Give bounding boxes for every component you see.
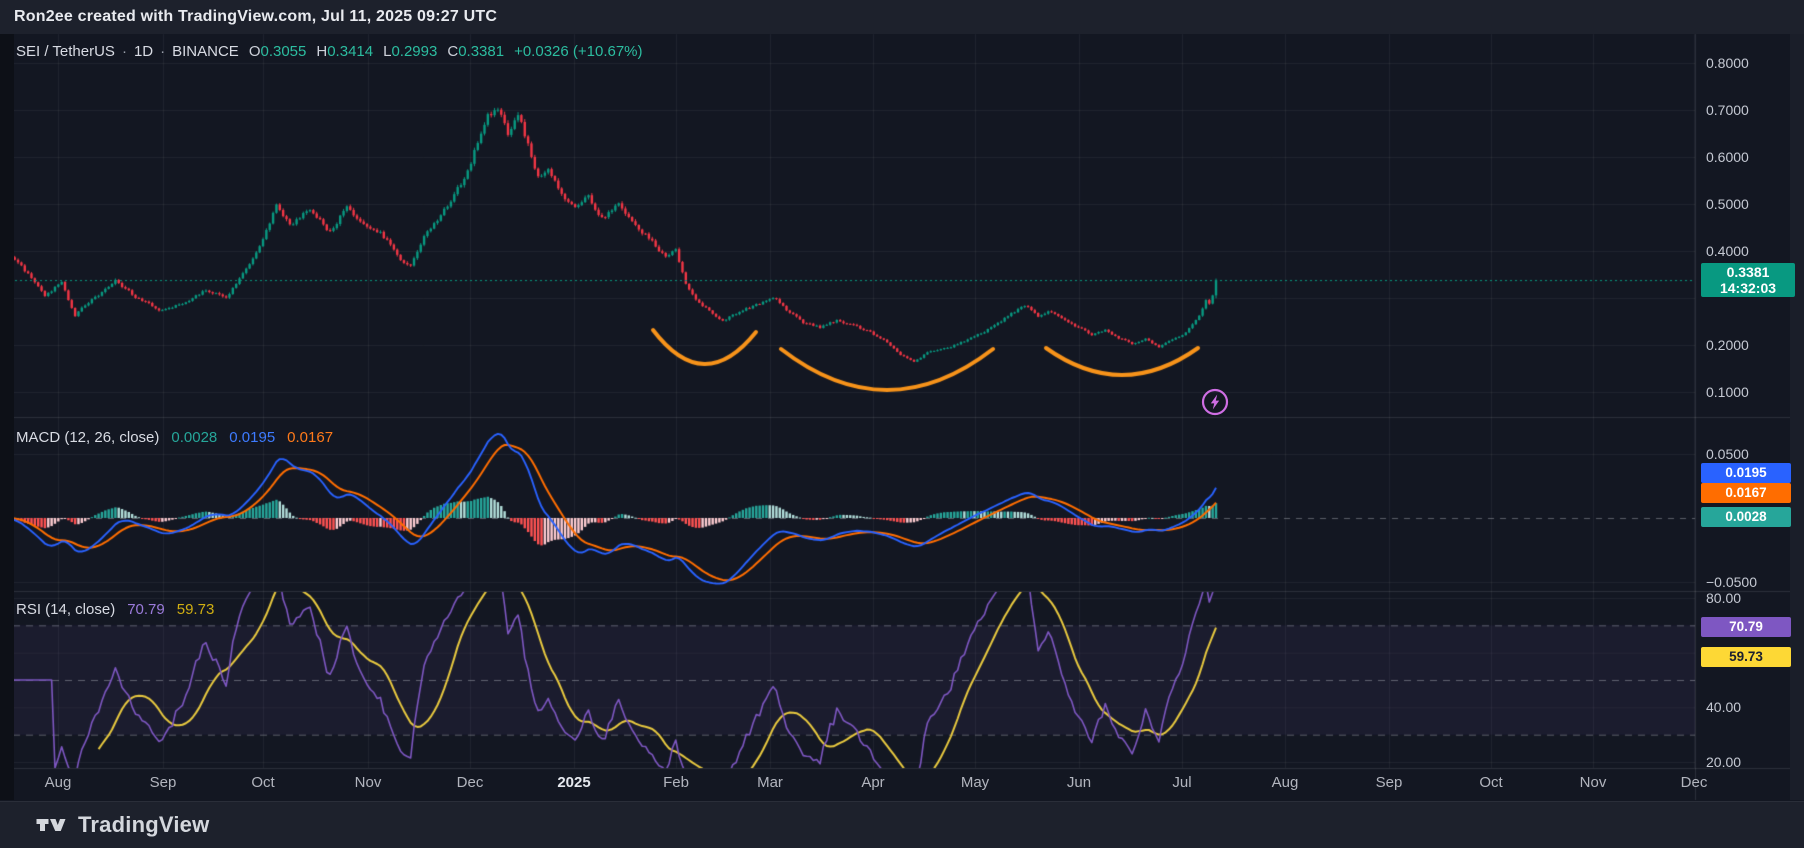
tradingview-brand[interactable]: TradingView — [78, 812, 210, 837]
page-title: Ron2ee created with TradingView.com, Jul… — [14, 8, 498, 25]
indicator-badge: 0.0167 — [1701, 483, 1791, 503]
macd-legend[interactable]: MACD (12, 26, close) 0.0028 0.0195 0.016… — [16, 429, 333, 446]
time-axis-label: Oct — [1479, 774, 1503, 791]
indicator-badge: 70.79 — [1701, 617, 1791, 637]
tradingview-logo-icon[interactable] — [36, 812, 66, 838]
time-axis-label: Aug — [44, 774, 72, 791]
macd-title: MACD (12, 26, close) — [16, 429, 160, 446]
macd-signal-value: 0.0167 — [287, 429, 334, 446]
exchange-label: BINANCE — [172, 43, 239, 60]
time-axis-label: Dec — [1680, 774, 1708, 791]
price-axis-label: 0.7000 — [1706, 102, 1749, 118]
lightning-marker-icon[interactable] — [1200, 387, 1230, 417]
time-axis-label: Sep — [149, 774, 177, 791]
left-margin-strip — [0, 34, 14, 800]
bar-countdown: 14:32:03 — [1719, 280, 1777, 297]
indicator-badge: 59.73 — [1701, 647, 1791, 667]
close-label: C — [447, 43, 459, 60]
time-axis-label: Jun — [1066, 774, 1092, 791]
high-value: 0.3414 — [327, 43, 374, 60]
legend-separator: · — [121, 43, 127, 60]
time-axis-label: Apr — [861, 774, 885, 791]
open-value: 0.3055 — [260, 43, 307, 60]
symbol-name: SEI / TetherUS — [16, 43, 115, 60]
time-axis-label: Nov — [354, 774, 382, 791]
price-axis-label: 0.5000 — [1706, 196, 1749, 212]
time-axis-label: Nov — [1579, 774, 1607, 791]
time-axis-label: Feb — [663, 774, 689, 791]
rsi-legend[interactable]: RSI (14, close) 70.79 59.73 — [16, 601, 214, 618]
low-value: 0.2993 — [391, 43, 438, 60]
rsi-ma-value: 59.73 — [176, 601, 215, 618]
time-axis-label: Aug — [1271, 774, 1299, 791]
rsi-axis-label: 40.00 — [1706, 699, 1742, 716]
indicator-badge: 0.0195 — [1701, 463, 1791, 483]
rsi-value: 70.79 — [127, 601, 165, 618]
legend-separator: · — [160, 43, 166, 60]
price-axis-label: 0.6000 — [1706, 149, 1749, 165]
price-axis-label: 0.1000 — [1706, 384, 1749, 400]
high-label: H — [316, 43, 328, 60]
interval-label[interactable]: 1D — [133, 43, 154, 60]
current-price-badge: 0.3381 14:32:03 — [1701, 263, 1795, 298]
time-axis-label: Mar — [757, 774, 783, 791]
macd-line-value: 0.0195 — [229, 429, 276, 446]
open-label: O — [248, 43, 261, 60]
header-bar: Ron2ee created with TradingView.com, Jul… — [0, 0, 1804, 34]
price-axis-label: 0.4000 — [1706, 243, 1749, 259]
change-value: +0.0326 (+10.67%) — [514, 43, 643, 60]
low-label: L — [383, 43, 392, 60]
price-axis-label: 0.2000 — [1706, 337, 1749, 353]
symbol-legend[interactable]: SEI / TetherUS · 1D · BINANCE O 0.3055 H… — [16, 43, 643, 60]
macd-hist-value: 0.0028 — [171, 429, 218, 446]
time-axis-label: 2025 — [557, 774, 591, 791]
indicator-badge: 0.0028 — [1701, 507, 1791, 527]
time-axis-label: Oct — [251, 774, 275, 791]
close-value: 0.3381 — [458, 43, 505, 60]
current-price: 0.3381 — [1726, 264, 1770, 281]
macd-axis-label: −0.0500 — [1706, 574, 1757, 590]
rsi-axis-label: 20.00 — [1706, 754, 1742, 770]
rsi-title: RSI (14, close) — [16, 601, 116, 618]
right-margin-strip — [1790, 34, 1804, 800]
price-axis-label: 0.8000 — [1706, 55, 1749, 71]
time-axis-label: Sep — [1375, 774, 1403, 791]
macd-axis-label: 0.0500 — [1706, 446, 1749, 462]
time-axis-label: May — [960, 774, 990, 791]
footer-bar: TradingView — [0, 801, 1804, 848]
time-axis-label: Dec — [456, 774, 484, 791]
time-axis-label: Jul — [1172, 774, 1192, 791]
rsi-axis-label: 80.00 — [1706, 590, 1742, 606]
